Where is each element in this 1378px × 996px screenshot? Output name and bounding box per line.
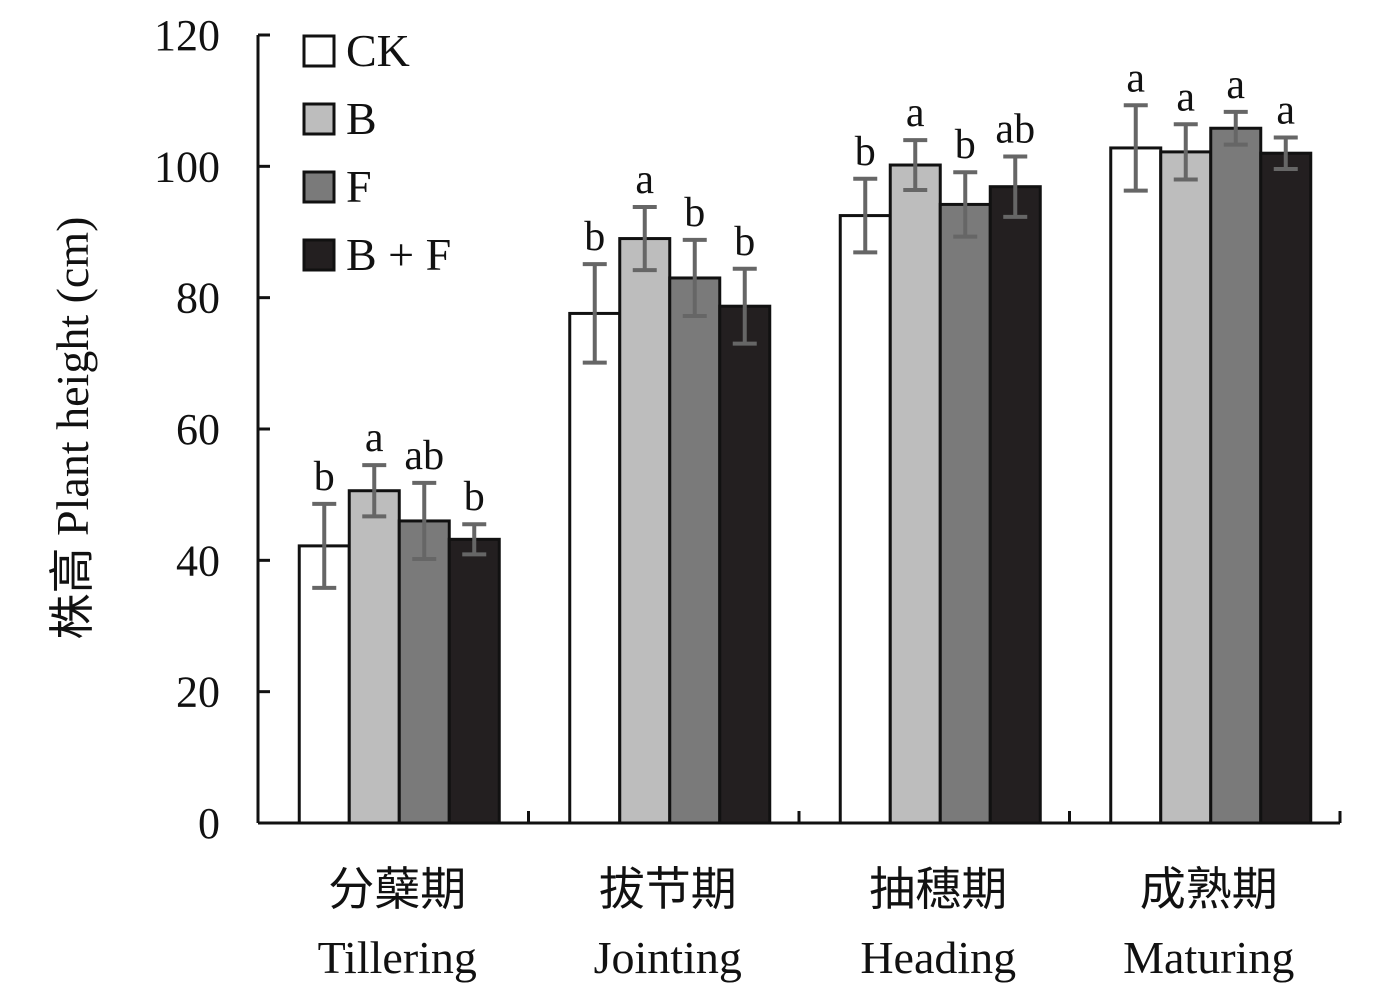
bars	[297, 126, 1313, 825]
y-tick-label: 80	[176, 274, 220, 323]
bar	[397, 519, 451, 825]
x-category-label-cn: 抽穗期	[869, 864, 1007, 915]
legend-swatch	[302, 102, 336, 136]
significance-letter: a	[1276, 87, 1295, 133]
axes: 0 20 40 60 80 100 120 分蘖期 Tillering 拔节期 Jointing 抽穗…	[154, 11, 1342, 983]
bar	[1209, 126, 1263, 825]
error-bars	[312, 103, 1298, 590]
legend-label: B + F	[346, 229, 451, 280]
significance-letter: ab	[995, 106, 1035, 152]
significance-letter: a	[1226, 62, 1245, 108]
bar	[347, 489, 401, 825]
significance-letter: b	[464, 474, 485, 520]
x-category-label-en: Tillering	[318, 932, 477, 983]
significance-letter: b	[855, 129, 876, 175]
bar	[1159, 150, 1213, 825]
y-axis-title: 株高 Plant height (cm)	[47, 217, 98, 640]
bar	[838, 214, 892, 825]
bar	[1109, 146, 1163, 825]
bar	[988, 185, 1042, 825]
significance-letter: a	[1176, 74, 1195, 120]
y-tick-label: 40	[176, 536, 220, 585]
x-category-label-cn: 拔节期	[599, 864, 737, 915]
x-category-label-en: Heading	[860, 932, 1016, 983]
bar	[447, 537, 501, 825]
significance-letter: a	[906, 90, 925, 136]
y-tick-label: 120	[154, 11, 220, 60]
bar	[1259, 151, 1313, 825]
x-category-label-cn: 分蘖期	[328, 864, 466, 915]
legend-label: F	[346, 161, 372, 212]
significance-letter: b	[684, 190, 705, 236]
bar	[888, 163, 942, 825]
y-tick-label: 20	[176, 668, 220, 717]
significance-letter: b	[955, 122, 976, 168]
y-tick-label: 0	[198, 799, 220, 848]
legend-label: B	[346, 93, 377, 144]
significance-letter: a	[1126, 55, 1145, 101]
legend: CK BF B + F	[302, 25, 451, 280]
bar	[718, 304, 772, 825]
significance-letter: b	[314, 454, 335, 500]
y-tick-label: 60	[176, 405, 220, 454]
legend-swatch	[302, 170, 336, 204]
bar	[938, 202, 992, 825]
legend-swatch	[302, 34, 336, 68]
significance-letter: a	[365, 415, 384, 461]
legend-label: CK	[346, 25, 410, 76]
x-category-label-en: Jointing	[594, 932, 742, 983]
significance-letter: b	[734, 219, 755, 265]
x-category-label-en: Maturing	[1123, 932, 1294, 983]
significance-letter: b	[584, 214, 605, 260]
x-category-label-cn: 成熟期	[1140, 864, 1278, 915]
bar	[618, 237, 672, 825]
y-tick-label: 100	[154, 142, 220, 191]
bar	[568, 311, 622, 825]
significance-letter: a	[635, 157, 654, 203]
bar	[668, 276, 722, 825]
significance-letter: ab	[404, 433, 444, 479]
legend-swatch	[302, 238, 336, 272]
